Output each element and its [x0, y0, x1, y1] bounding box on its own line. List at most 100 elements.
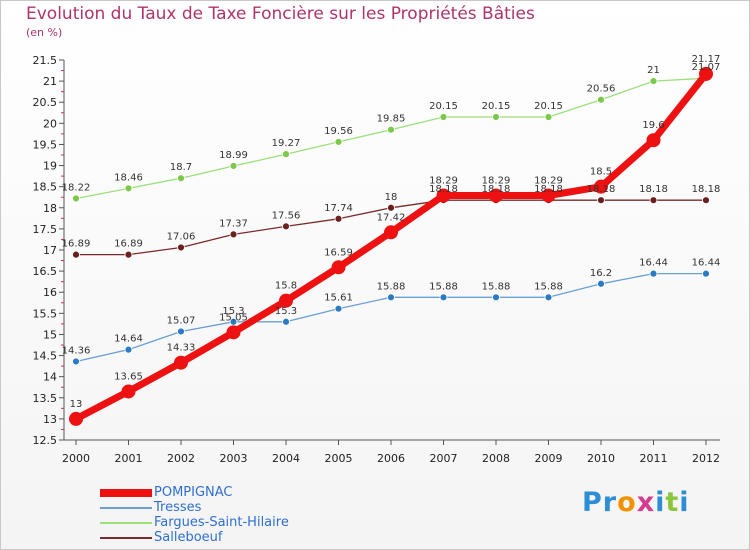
data-point: [489, 188, 503, 203]
legend-item: POMPIGNAC: [100, 485, 289, 500]
chart-unit-label: (en %): [26, 26, 63, 39]
data-label: 17.74: [324, 203, 353, 214]
data-label: 14.36: [62, 345, 91, 356]
x-tick-label: 2009: [535, 452, 563, 465]
data-label: 18.99: [219, 150, 248, 161]
data-point: [387, 125, 395, 134]
data-label: 13: [70, 399, 83, 410]
data-label: 16.2: [590, 268, 612, 279]
x-tick-label: 2001: [115, 452, 143, 465]
y-tick-label: 21.5: [33, 54, 58, 67]
logo-letter: i: [655, 487, 666, 518]
data-point: [544, 293, 553, 302]
data-label: 18.18: [692, 184, 721, 195]
x-tick-label: 2006: [377, 452, 405, 465]
legend-item: Fargues-Saint-Hilaire: [100, 515, 289, 530]
y-tick-label: 20: [43, 117, 57, 130]
data-label: 20.15: [482, 101, 511, 112]
data-point: [594, 179, 608, 194]
x-tick-label: 2003: [220, 452, 248, 465]
x-tick-label: 2005: [325, 452, 353, 465]
x-tick-label: 2007: [430, 452, 458, 465]
data-point: [282, 317, 290, 326]
data-point: [334, 214, 343, 223]
data-point: [387, 293, 395, 302]
data-point: [544, 113, 553, 121]
data-point: [229, 162, 238, 170]
data-point: [649, 269, 658, 278]
data-label: 18.18: [534, 184, 563, 195]
data-label: 14.64: [114, 334, 143, 345]
y-tick-label: 14: [43, 371, 57, 384]
y-tick-label: 20.5: [33, 96, 58, 109]
data-label: 15.88: [534, 281, 563, 292]
logo-letter: P: [582, 487, 603, 518]
data-label: 16.44: [692, 258, 721, 269]
y-tick-label: 21: [43, 75, 57, 88]
data-label: 16.59: [324, 247, 353, 258]
legend-swatch: [100, 521, 152, 524]
y-tick-label: 13: [43, 413, 57, 426]
data-point: [72, 194, 80, 203]
legend-swatch: [100, 506, 152, 509]
y-tick-label: 18.5: [33, 181, 58, 194]
data-label: 18.18: [429, 184, 458, 195]
data-label: 18.18: [482, 184, 511, 195]
legend-label: Tresses: [154, 500, 202, 515]
data-point: [174, 355, 188, 370]
data-label: 16.89: [114, 239, 143, 250]
data-label: 18.29: [429, 176, 458, 187]
data-point: [597, 95, 605, 104]
data-label: 16.44: [639, 258, 668, 269]
data-point: [124, 184, 133, 193]
data-label: 15.8: [275, 281, 297, 292]
data-point: [699, 66, 713, 81]
x-tick-label: 2004: [272, 452, 300, 465]
data-point: [649, 77, 658, 86]
legend-label: POMPIGNAC: [154, 485, 233, 500]
legend-label: Salleboeuf: [154, 530, 223, 545]
data-point: [597, 279, 605, 288]
data-point: [72, 250, 80, 259]
x-tick-label: 2011: [640, 452, 668, 465]
data-label: 18.29: [534, 176, 563, 187]
y-tick-label: 13.5: [33, 392, 58, 405]
y-tick-label: 15: [43, 328, 57, 341]
data-label: 15.05: [219, 312, 248, 323]
data-label: 20.56: [587, 84, 616, 95]
data-label: 15.61: [324, 293, 353, 304]
data-point: [492, 293, 500, 302]
data-label: 15.88: [377, 281, 406, 292]
y-tick-label: 17.5: [33, 223, 58, 236]
data-label: 17.06: [167, 231, 196, 242]
axes: 12.5 13 13.5 14 14.5 15 15.5 16 16.5 17 17.5 18 18.5…: [33, 54, 720, 465]
data-point: [229, 317, 238, 326]
logo-letter: t: [665, 487, 680, 518]
data-label: 21.17: [692, 54, 721, 65]
data-label: 16.89: [62, 239, 91, 250]
x-tick-label: 2010: [587, 452, 615, 465]
y-tick-label: 15.5: [33, 307, 58, 320]
data-label: 20.15: [534, 101, 563, 112]
data-point: [387, 203, 395, 212]
data-point: [384, 225, 398, 240]
data-label: 18.22: [62, 182, 91, 193]
data-point: [331, 260, 346, 275]
series-line-pompignac: [72, 70, 710, 423]
data-label: 15.88: [482, 281, 511, 292]
data-point: [177, 243, 185, 252]
data-label: 17.56: [272, 210, 301, 221]
data-label: 18.5: [590, 167, 612, 178]
data-point: [439, 113, 448, 121]
chart-title: Evolution du Taux de Taxe Foncière sur l…: [26, 4, 535, 24]
data-label: 13.65: [114, 371, 143, 382]
data-label: 15.3: [275, 306, 297, 317]
y-tick-label: 16: [43, 286, 57, 299]
data-point: [649, 196, 658, 205]
data-point: [279, 293, 293, 308]
data-point: [702, 196, 710, 205]
data-label: 21: [647, 65, 660, 76]
data-label: 18.7: [170, 162, 192, 173]
data-labels-layer: 13 13.65 14.33 15.05 15.8 16.59 17.42 18.29 18.2…: [62, 54, 721, 410]
